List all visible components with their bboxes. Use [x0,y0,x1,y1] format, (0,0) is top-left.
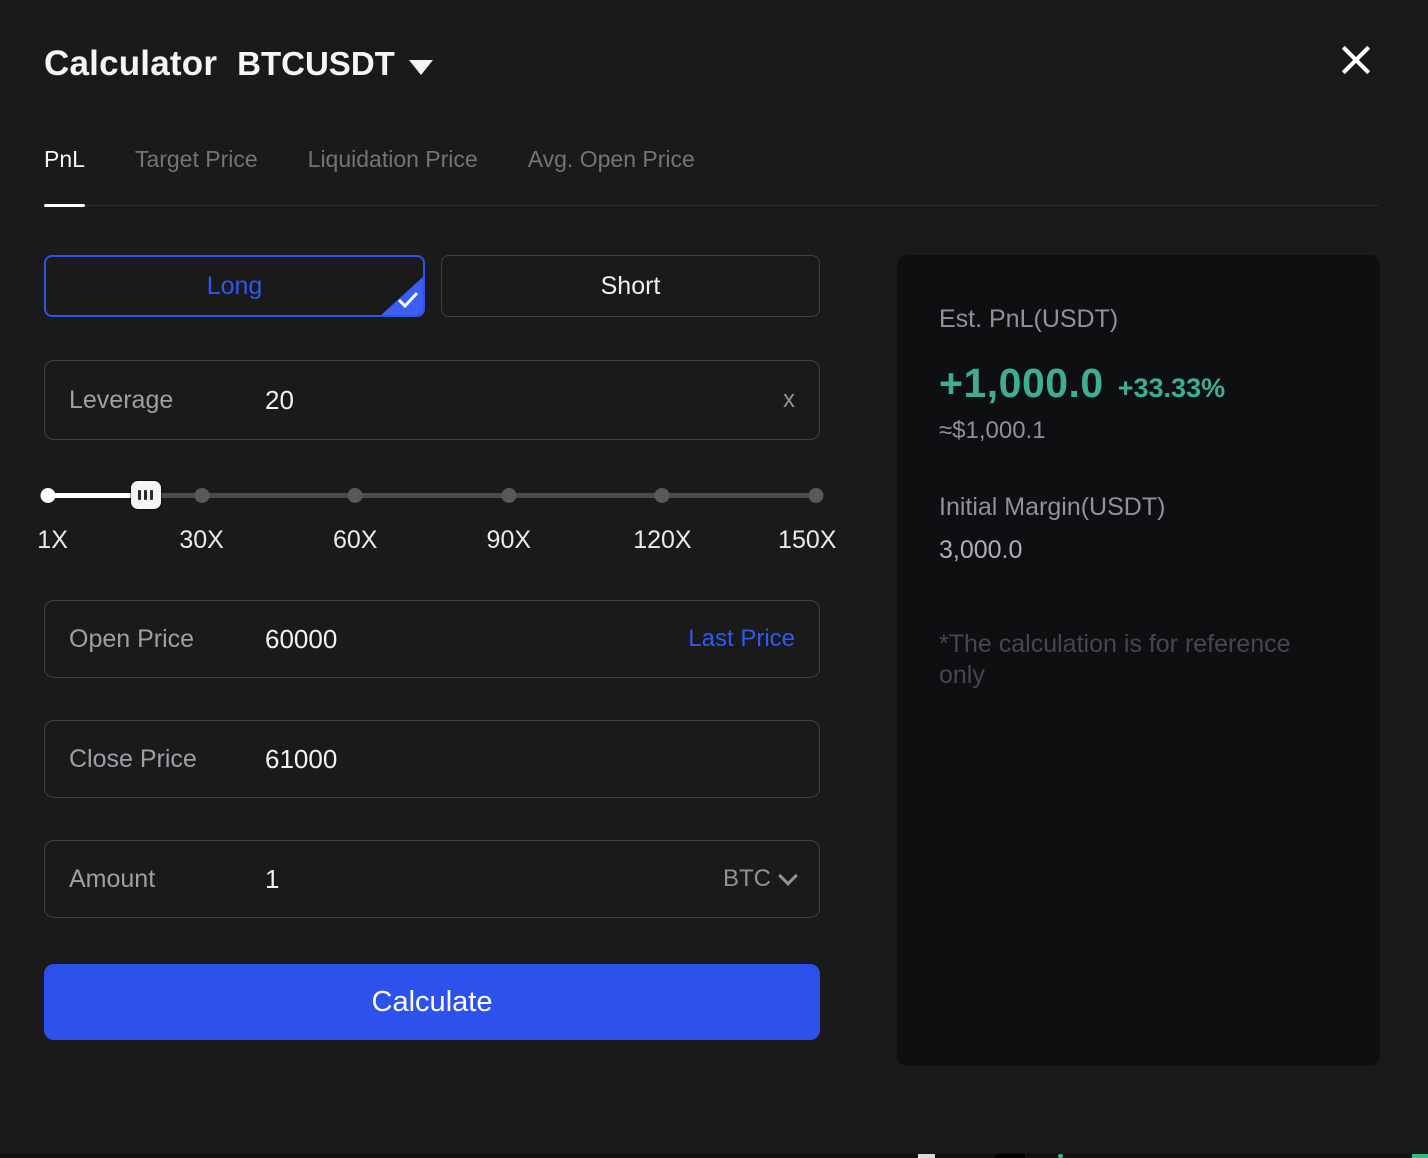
leverage-input[interactable]: 20 [265,384,294,415]
amount-label: Amount [69,864,156,893]
slider-dot-30x[interactable] [194,488,210,503]
last-price-link[interactable]: Last Price [688,625,795,652]
leverage-slider[interactable]: 1X 30X 60X 90X 120X 150X [37,478,836,554]
slider-label-1x: 1X [37,526,68,554]
slider-dot-1x[interactable] [40,488,56,503]
slider-track[interactable] [48,493,816,498]
edge-fragment [1412,1154,1428,1158]
initial-margin-label: Initial Margin(USDT) [939,493,1166,521]
slider-label-90x: 90X [486,526,532,554]
slider-label-120x: 120X [633,526,692,554]
close-icon [1341,45,1371,75]
edge-fragment [918,1154,935,1158]
slider-dot-120x[interactable] [654,488,670,503]
est-pnl-usd-approx: ≈$1,000.1 [939,417,1046,444]
edge-fragment [1058,1154,1063,1158]
est-pnl-value: +1,000.0 [939,360,1104,406]
tab-target-price[interactable]: Target Price [134,146,258,172]
page-title: Calculator [44,44,218,83]
open-price-input[interactable]: 60000 [265,623,338,654]
short-button[interactable]: Short [441,255,820,317]
close-price-label: Close Price [69,744,197,773]
underlying-page-edge [0,1153,1428,1158]
leverage-suffix: x [783,386,795,413]
slider-label-150x: 150X [778,526,837,554]
close-price-input[interactable]: 61000 [265,743,338,774]
selected-corner-badge [380,276,423,315]
slider-dot-60x[interactable] [347,488,363,503]
tab-bar: PnL Target Price Liquidation Price Avg. … [44,146,1378,207]
disclaimer-text: *The calculation is for reference only [939,630,1291,690]
close-button[interactable] [1334,38,1378,82]
amount-unit-selector[interactable]: BTC [723,865,798,893]
open-price-field[interactable]: Open Price 60000 Last Price [44,600,820,678]
initial-margin-value: 3,000.0 [939,536,1023,564]
leverage-label: Leverage [69,385,174,414]
slider-fill [48,493,146,498]
tab-pnl[interactable]: PnL [44,146,85,207]
amount-unit-label: BTC [723,865,771,892]
slider-dot-150x[interactable] [808,488,824,503]
results-panel: Est. PnL(USDT) +1,000.0 +33.33% ≈$1,000.… [897,255,1380,1066]
slider-labels: 1X 30X 60X 90X 120X 150X [37,526,836,554]
est-pnl-row: +1,000.0 +33.33% [939,360,1338,407]
amount-field[interactable]: Amount 1 BTC [44,840,820,918]
close-price-field[interactable]: Close Price 61000 [44,720,820,798]
long-button-label: Long [206,271,263,300]
calculator-form: Long Short Leverage 20 x 1X 30X 60X [37,255,836,1040]
leverage-field[interactable]: Leverage 20 x [44,360,820,440]
check-icon [397,291,419,309]
tab-liquidation-price[interactable]: Liquidation Price [307,146,478,172]
slider-label-30x: 30X [179,526,224,554]
header: Calculator BTCUSDT [44,44,1384,96]
slider-dot-90x[interactable] [501,488,517,503]
slider-label-60x: 60X [332,526,378,554]
side-toggle: Long Short [44,255,820,317]
slider-handle[interactable] [130,481,161,509]
chevron-down-icon [778,865,798,886]
est-pnl-percent: +33.33% [1117,373,1226,403]
symbol-label: BTCUSDT [237,45,395,82]
edge-fragment [995,1154,1025,1158]
calculate-button[interactable]: Calculate [44,964,820,1040]
tab-avg-open-price[interactable]: Avg. Open Price [527,146,695,172]
open-price-label: Open Price [69,624,195,653]
short-button-label: Short [600,271,661,300]
amount-input[interactable]: 1 [265,863,280,894]
est-pnl-label: Est. PnL(USDT) [939,305,1119,333]
long-button[interactable]: Long [44,255,425,317]
caret-down-icon [408,59,433,75]
symbol-selector[interactable]: BTCUSDT [237,45,433,83]
